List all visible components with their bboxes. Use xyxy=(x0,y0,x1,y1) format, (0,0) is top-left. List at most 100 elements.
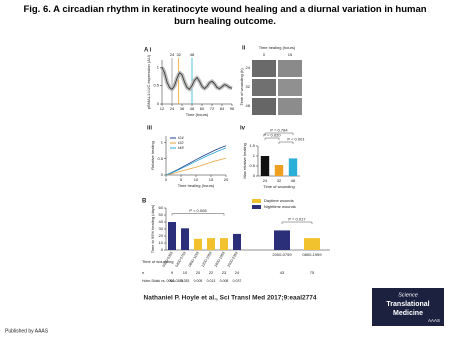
logo-text: Translational xyxy=(386,301,429,308)
bar xyxy=(207,238,215,250)
panel-label: iii xyxy=(147,126,152,132)
panel-label: ii xyxy=(242,46,246,52)
significance-bracket xyxy=(264,132,294,135)
significance-bracket xyxy=(264,137,280,140)
row-label: 24 xyxy=(246,65,251,70)
table-cell: 10 xyxy=(183,270,188,275)
p-value: P = 0.008 xyxy=(189,208,207,213)
table-cell: 0.005 xyxy=(194,279,203,283)
panel-label: iv xyxy=(240,126,246,132)
x-tick-label: 10 xyxy=(194,177,199,182)
col-title: Time healing (hours) xyxy=(259,45,296,50)
y-tick-label: 40 xyxy=(159,219,164,224)
p-value: P = 0.017 xyxy=(288,217,306,222)
x-tick-label: 0400-0759 xyxy=(175,251,187,268)
x-tick-label: 72 xyxy=(210,106,215,111)
x-axis-title: Time of wounding xyxy=(263,184,294,189)
y-tick-label: 1 xyxy=(161,140,164,145)
table-row-label: n xyxy=(142,270,144,275)
x-tick-label: 2000-0759 xyxy=(272,252,292,257)
legend-swatch xyxy=(252,199,261,203)
micrograph-grid xyxy=(252,60,302,115)
bar xyxy=(304,238,320,250)
legend-label: t32 xyxy=(178,140,184,145)
micrograph xyxy=(278,60,302,77)
table-cell: 9 xyxy=(171,270,174,275)
journal-logo xyxy=(372,288,444,326)
table-cell: 20 xyxy=(196,270,201,275)
bar xyxy=(260,156,270,176)
x-tick-label: 12 xyxy=(160,106,165,111)
table-cell: 43 xyxy=(280,270,285,275)
table-row-label: Holm-Sidak vs. 0000-0359 xyxy=(142,279,183,283)
micrograph xyxy=(278,79,302,96)
citation: Nathaniel P. Hoyle et al., Sci Transl Me… xyxy=(144,295,317,302)
y-tick-label: 20 xyxy=(159,233,164,238)
x-tick-label: 96 xyxy=(230,106,235,111)
table-cell: 0.008 xyxy=(220,279,229,283)
row-label: 32 xyxy=(246,84,251,89)
table-cell: 75 xyxy=(310,270,315,275)
y-tick-label: 0 xyxy=(161,247,164,252)
figure-title: Fig. 6. A circadian rhythm in keratinocy… xyxy=(23,4,427,27)
y-tick-label: 60 xyxy=(159,205,164,210)
bar xyxy=(274,230,290,250)
x-tick-label: 48 xyxy=(291,178,296,183)
panel-label: A i xyxy=(144,48,152,54)
x-tick-label: 20 xyxy=(224,177,229,182)
y-tick-label: 10 xyxy=(159,240,164,245)
logo-text: Science xyxy=(398,292,418,298)
bar xyxy=(168,222,176,250)
y-tick-label: 0.5 xyxy=(153,83,159,88)
series-line xyxy=(165,147,227,176)
x-axis-title: Time (hours) xyxy=(186,112,209,117)
x-tick-label: 24 xyxy=(170,106,175,111)
legend-label: t24 xyxy=(178,135,184,140)
x-tick-label: 32 xyxy=(277,178,282,183)
footer: Published by AAAS xyxy=(5,328,49,334)
y-tick-label: 1 xyxy=(253,153,256,158)
x-tick-label: 0800-1959 xyxy=(302,252,322,257)
y-axis-title: pBMAL1:LUC expression (AU) xyxy=(146,54,151,109)
significance-bracket xyxy=(171,213,225,216)
logo-text: AAAS xyxy=(428,318,440,323)
micrograph xyxy=(278,98,302,115)
x-tick-label: 0800-1159 xyxy=(188,251,200,268)
series-line xyxy=(165,157,227,176)
time-marker-label: 32 xyxy=(176,52,181,57)
y-tick-label: 1.5 xyxy=(249,143,255,148)
x-tick-label: 36 xyxy=(180,106,185,111)
table-row-label: Time of wounding xyxy=(142,259,173,264)
x-tick-label: 5 xyxy=(180,177,183,182)
bar xyxy=(194,238,202,250)
time-marker-label: 48 xyxy=(190,52,195,57)
micrograph xyxy=(252,60,276,77)
y-tick-label: 1 xyxy=(157,64,160,69)
series-line xyxy=(161,67,233,90)
panel-label: B xyxy=(142,199,147,205)
y-tick-label: 50 xyxy=(159,212,164,217)
table-cell: 0.013 xyxy=(207,279,216,283)
table-cell: 24 xyxy=(235,270,240,275)
row-label: 48 xyxy=(246,103,251,108)
x-tick-label: 15 xyxy=(209,177,214,182)
significance-bracket xyxy=(281,221,313,224)
legend-label: t48 xyxy=(178,145,184,150)
x-tick-label: 1200-1559 xyxy=(201,251,213,268)
y-tick-label: 0 xyxy=(157,101,160,106)
x-tick-label: 1600-1959 xyxy=(214,251,226,268)
x-tick-label: 24 xyxy=(263,178,268,183)
y-axis-title: Max relative healing xyxy=(242,143,247,179)
table-cell: 0.037 xyxy=(233,279,242,283)
bar xyxy=(233,233,241,250)
bar xyxy=(181,228,189,250)
bar xyxy=(220,238,228,250)
p-value: P < 0.001 xyxy=(287,137,305,142)
x-tick-label: 0 xyxy=(165,177,168,182)
micrograph xyxy=(252,98,276,115)
y-tick-label: 30 xyxy=(159,226,164,231)
table-cell: 23 xyxy=(222,270,227,275)
bar xyxy=(288,158,298,176)
x-tick-label: 2000-2359 xyxy=(227,251,239,268)
